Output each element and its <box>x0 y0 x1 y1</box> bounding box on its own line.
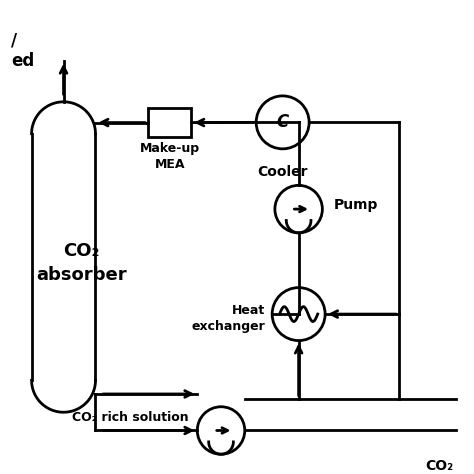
Text: Pump: Pump <box>334 198 378 211</box>
Text: Cooler: Cooler <box>257 165 308 179</box>
Text: CO₂ rich solution: CO₂ rich solution <box>72 411 188 424</box>
Text: Heat
exchanger: Heat exchanger <box>191 304 265 333</box>
Text: ed: ed <box>11 52 34 70</box>
Text: /: / <box>11 31 17 49</box>
Text: Make-up
MEA: Make-up MEA <box>140 142 200 171</box>
Text: CO₂
absorber: CO₂ absorber <box>36 242 127 284</box>
Bar <box>148 108 191 137</box>
Text: CO₂: CO₂ <box>426 459 454 473</box>
Text: C: C <box>276 113 289 131</box>
